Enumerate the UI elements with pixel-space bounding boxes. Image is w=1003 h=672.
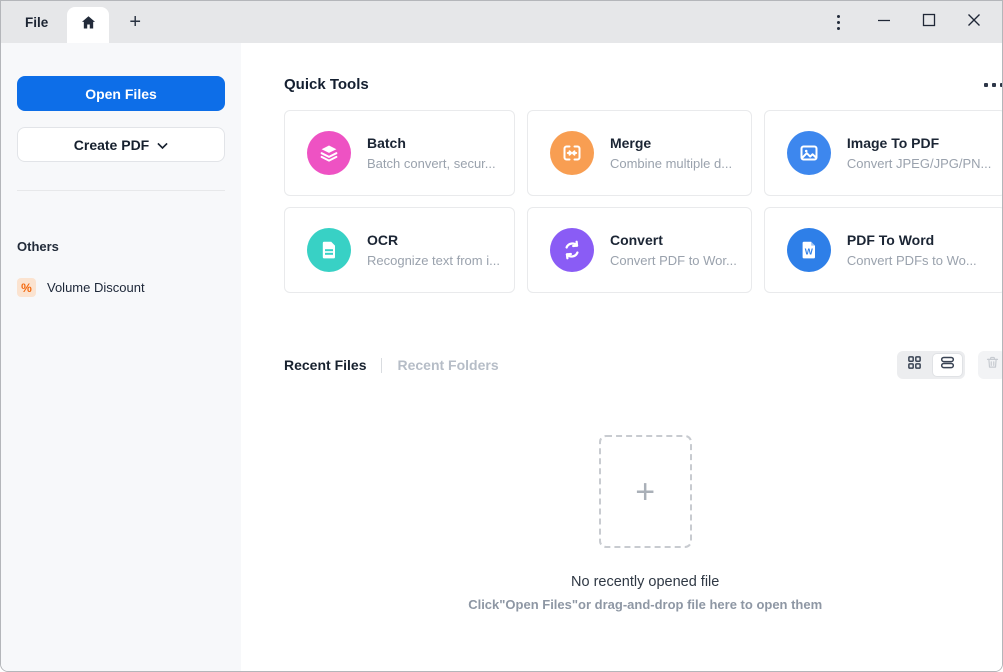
- titlebar-menu-button[interactable]: [816, 1, 861, 43]
- empty-state-title: No recently opened file: [571, 574, 720, 590]
- tab-recent-folders[interactable]: Recent Folders: [397, 357, 499, 373]
- open-files-button[interactable]: Open Files: [17, 76, 225, 111]
- quick-tool-card-ocr[interactable]: OCR Recognize text from i...: [284, 207, 515, 293]
- quick-tool-card-pdf-to-word[interactable]: W PDF To Word Convert PDFs to Wo...: [763, 207, 1002, 293]
- more-options-button[interactable]: [982, 77, 1002, 93]
- tool-title: Batch: [367, 135, 406, 151]
- quick-tools-grid: Batch Batch convert, secur... Merge Comb…: [284, 110, 1002, 293]
- recent-section-header: Recent Files Recent Folders: [284, 351, 1002, 379]
- pdf-to-word-icon: W: [786, 228, 831, 272]
- empty-state-subtitle: Click"Open Files"or drag-and-drop file h…: [468, 597, 823, 612]
- view-toggle: [897, 351, 966, 379]
- new-tab-button[interactable]: +: [129, 11, 142, 33]
- batch-layers-icon: [307, 131, 351, 175]
- tool-title: PDF To Word: [846, 232, 935, 248]
- main-panel: Quick Tools Batch Batch convert, secur..…: [241, 43, 1002, 671]
- file-menu[interactable]: File: [25, 14, 49, 30]
- list-view-icon: [940, 355, 955, 375]
- kebab-menu-icon: [837, 14, 840, 30]
- tool-title: OCR: [367, 232, 399, 248]
- sidebar-item-label: Volume Discount: [47, 280, 145, 295]
- grid-view-icon: [907, 355, 922, 375]
- recent-files-empty-state: + No recently opened file Click"Open Fil…: [284, 435, 1002, 612]
- ellipsis-icon: [984, 82, 1002, 87]
- merge-icon: [549, 131, 594, 175]
- create-pdf-button[interactable]: Create PDF: [17, 127, 225, 162]
- quick-tool-card-merge[interactable]: Merge Combine multiple d...: [526, 110, 752, 196]
- dropzone[interactable]: +: [598, 435, 692, 548]
- home-tab[interactable]: [67, 7, 110, 43]
- plus-icon: +: [635, 472, 656, 511]
- minimize-icon: [877, 13, 891, 32]
- chevron-down-icon: [157, 137, 168, 153]
- quick-tools-title: Quick Tools: [284, 76, 369, 93]
- image-to-pdf-icon: [786, 131, 831, 175]
- tool-subtitle: Recognize text from i...: [367, 253, 500, 268]
- create-pdf-label: Create PDF: [73, 136, 150, 153]
- tool-title: Convert: [609, 232, 663, 248]
- titlebar-left: File +: [1, 1, 147, 43]
- maximize-button[interactable]: [906, 1, 951, 43]
- tool-title: Image To PDF: [846, 135, 940, 151]
- tool-subtitle: Convert PDF to Wor...: [609, 253, 737, 268]
- titlebar: File +: [1, 1, 1002, 43]
- tool-subtitle: Convert JPEG/JPG/PN...: [846, 156, 992, 171]
- percent-icon: %: [17, 278, 36, 297]
- tool-subtitle: Batch convert, secur...: [367, 156, 496, 171]
- tabs-divider: [381, 357, 383, 373]
- quick-tool-card-batch[interactable]: Batch Batch convert, secur...: [284, 110, 515, 196]
- tab-recent-files[interactable]: Recent Files: [284, 357, 367, 373]
- convert-icon: [549, 228, 594, 272]
- sidebar-item-volume-discount[interactable]: % Volume Discount: [17, 278, 241, 297]
- minimize-button[interactable]: [861, 1, 906, 43]
- close-button[interactable]: [951, 1, 996, 43]
- close-icon: [967, 13, 981, 32]
- list-view-button[interactable]: [932, 353, 964, 377]
- app-body: Open Files Create PDF Others % Volume Di…: [1, 43, 1002, 671]
- quick-tool-card-image-to-pdf[interactable]: Image To PDF Convert JPEG/JPG/PN...: [763, 110, 1002, 196]
- ocr-icon: [307, 228, 351, 272]
- delete-button[interactable]: [978, 351, 1002, 379]
- tool-title: Merge: [609, 135, 652, 151]
- maximize-icon: [922, 13, 936, 32]
- quick-tool-card-convert[interactable]: Convert Convert PDF to Wor...: [526, 207, 752, 293]
- home-icon: [80, 14, 97, 36]
- tool-subtitle: Convert PDFs to Wo...: [846, 253, 977, 268]
- titlebar-right: [816, 1, 1002, 43]
- sidebar-divider: [17, 190, 225, 191]
- grid-view-button[interactable]: [899, 353, 930, 377]
- trash-icon: [985, 355, 1000, 375]
- others-section-label: Others: [17, 239, 59, 254]
- sidebar: Open Files Create PDF Others % Volume Di…: [1, 43, 241, 671]
- svg-text:W: W: [805, 247, 814, 257]
- tool-subtitle: Combine multiple d...: [609, 156, 733, 171]
